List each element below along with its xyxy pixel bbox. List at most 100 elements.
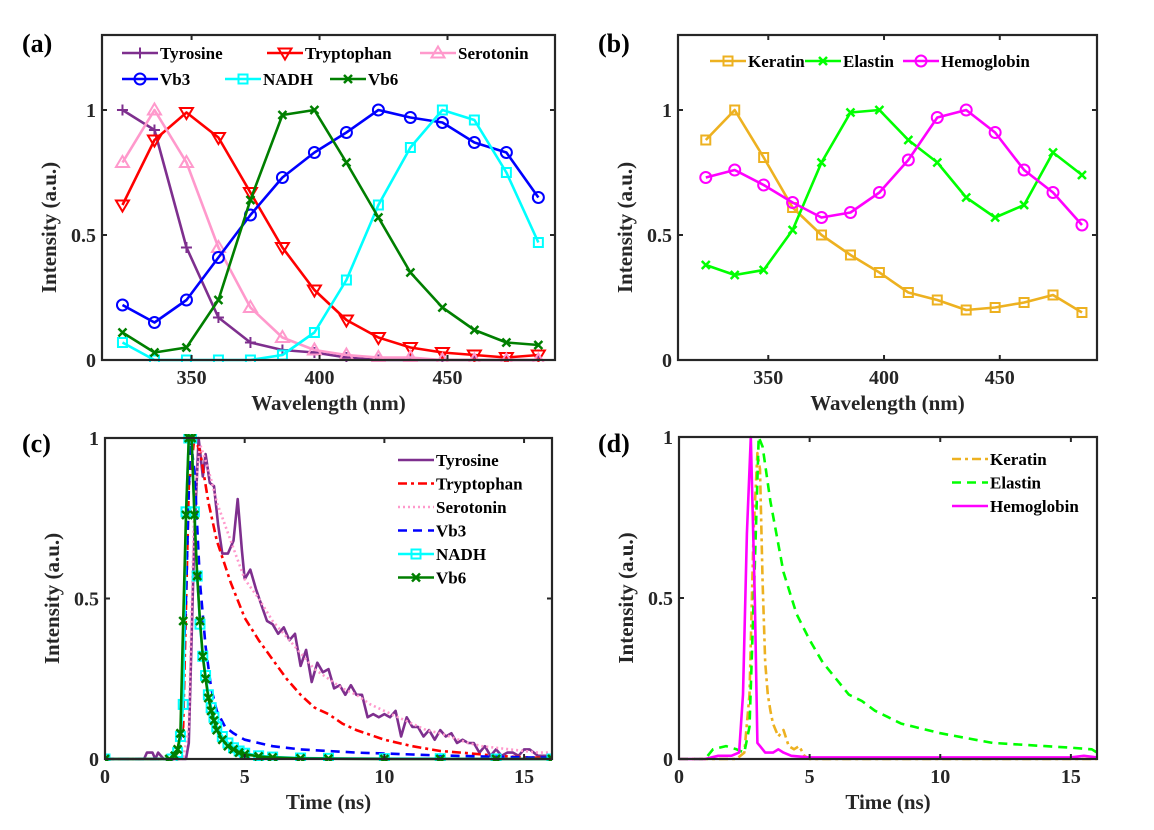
legend-label: Serotonin <box>458 44 529 63</box>
data-point-keratin-marker <box>700 134 712 146</box>
data-point-hemoglobin-marker <box>959 103 973 117</box>
data-point-nadh-marker <box>177 698 189 710</box>
data-point-nadh-marker <box>468 114 480 126</box>
x-axis-label: Time (ns) <box>286 790 371 814</box>
legend-label: Vb3 <box>436 522 466 541</box>
data-point-vb6-marker <box>437 302 448 313</box>
data-point-vb6-marker <box>192 571 203 581</box>
legend-item-serotonin: Serotonin <box>420 44 529 63</box>
x-tick-label: 15 <box>1061 766 1081 788</box>
data-point-elastin-marker <box>1077 170 1087 180</box>
data-point-elastin-marker <box>758 265 769 275</box>
legend-label: Vb6 <box>436 569 466 588</box>
data-point-tryptophan-marker <box>178 107 195 121</box>
legend-item-elastin: Elastin <box>805 52 895 71</box>
y-tick-label: 0.5 <box>647 225 672 247</box>
legend-marker-marker <box>276 47 294 62</box>
data-point-tyrosine-marker <box>116 104 128 116</box>
legend-label: NADH <box>263 70 313 89</box>
data-point-hemoglobin-marker <box>1046 186 1060 199</box>
data-point-elastin-marker <box>729 270 740 280</box>
series-elastin <box>679 435 1097 761</box>
data-point-vb6-marker <box>211 725 222 735</box>
legend-label: Keratin <box>990 450 1047 469</box>
panel-a: (a) 350 400 450 0 0.5 1 Wavelength (nm) Intensit… <box>22 29 557 415</box>
data-point-vb6-marker <box>117 327 128 338</box>
x-axis-label: Wavelength (nm) <box>810 391 965 415</box>
axes-frame <box>676 33 1099 362</box>
legend-label: Elastin <box>990 474 1042 493</box>
data-point-vb6-marker <box>206 705 217 716</box>
axes-frame <box>100 33 557 362</box>
data-point-tryptophan-marker <box>338 314 355 329</box>
series-line-keratin <box>704 108 1083 314</box>
x-tick-label: 15 <box>514 766 534 788</box>
legend-item-keratin: Keratin <box>952 450 1047 469</box>
legend-marker-marker <box>818 56 828 66</box>
plot-area <box>114 101 547 362</box>
data-point-serotonin-marker <box>274 329 291 343</box>
legend-item-vb6: Vb6 <box>330 70 398 89</box>
data-point-vb3-marker <box>115 298 129 312</box>
data-point-keratin-marker <box>1076 307 1088 318</box>
data-point-elastin-marker <box>932 157 943 168</box>
x-tick-label: 0 <box>100 766 110 788</box>
x-tick-label: 400 <box>869 367 899 389</box>
panel-label: (b) <box>598 29 630 58</box>
legend-marker-marker <box>914 54 928 68</box>
y-tick-label: 0 <box>662 350 672 372</box>
data-point-vb6-marker <box>149 347 160 358</box>
data-point-hemoglobin-marker <box>1075 218 1089 232</box>
data-point-vb3-marker <box>275 171 289 184</box>
legend: Tyrosine Tryptophan Serotonin Vb3 NADH Vb6 <box>122 44 529 89</box>
data-point-vb3-marker <box>531 191 545 204</box>
data-point-hemoglobin-marker <box>930 111 944 124</box>
x-tick-label: 10 <box>930 766 950 788</box>
y-tick-label: 0 <box>86 350 96 372</box>
x-tick-label: 350 <box>753 367 783 389</box>
data-point-vb6-marker <box>533 340 544 350</box>
data-point-vb3-marker <box>339 126 353 139</box>
y-tick-label: 0.5 <box>71 225 96 247</box>
data-point-hemoglobin-marker <box>843 206 857 219</box>
legend-marker-marker <box>133 72 147 86</box>
y-axis-label: Intensity (a.u.) <box>614 532 638 663</box>
legend-marker-marker <box>343 74 353 84</box>
data-point-vb6-marker <box>213 295 224 305</box>
data-point-vb6-marker <box>245 195 256 205</box>
legend-label: NADH <box>436 545 486 564</box>
panel-label: (c) <box>22 429 51 458</box>
data-point-keratin-marker <box>729 104 741 116</box>
data-point-elastin-marker <box>961 192 972 203</box>
legend-marker-marker <box>411 572 421 583</box>
series-serotonin <box>105 443 552 761</box>
series-line-tryptophan <box>121 111 539 359</box>
data-point-vb6-marker <box>203 693 214 703</box>
data-point-tryptophan-marker <box>146 134 163 149</box>
data-point-elastin-marker <box>1019 200 1029 210</box>
data-point-tryptophan-marker <box>274 242 291 256</box>
series-line-vb3 <box>121 108 540 324</box>
legend-item-vb3: Vb3 <box>122 70 190 89</box>
legend-label: Vb3 <box>160 70 190 89</box>
data-point-vb3-marker <box>147 316 161 329</box>
data-point-vb6-marker <box>405 267 416 278</box>
series-line-vb6 <box>121 108 539 354</box>
data-point-tryptophan-marker <box>306 284 323 299</box>
y-tick-label: 0.5 <box>74 589 99 611</box>
legend-item-serotonin: Serotonin <box>398 498 507 517</box>
data-point-nadh-marker <box>500 167 512 178</box>
data-point-nadh-marker <box>340 274 352 286</box>
data-point-elastin-marker <box>845 107 856 118</box>
data-point-keratin-marker <box>758 152 770 163</box>
data-point-tyrosine-marker <box>244 337 256 348</box>
data-point-vb6-marker <box>181 510 191 520</box>
legend: Keratin Elastin Hemoglobin <box>952 450 1079 516</box>
legend-item-keratin: Keratin <box>710 52 805 71</box>
legend-marker-marker <box>722 55 734 67</box>
legend-item-tryptophan: Tryptophan <box>398 475 523 494</box>
data-point-hemoglobin-marker <box>988 126 1002 139</box>
legend-item-tyrosine: Tyrosine <box>122 44 223 63</box>
data-point-vb6-marker <box>501 337 512 348</box>
x-tick-label: 350 <box>177 367 207 389</box>
